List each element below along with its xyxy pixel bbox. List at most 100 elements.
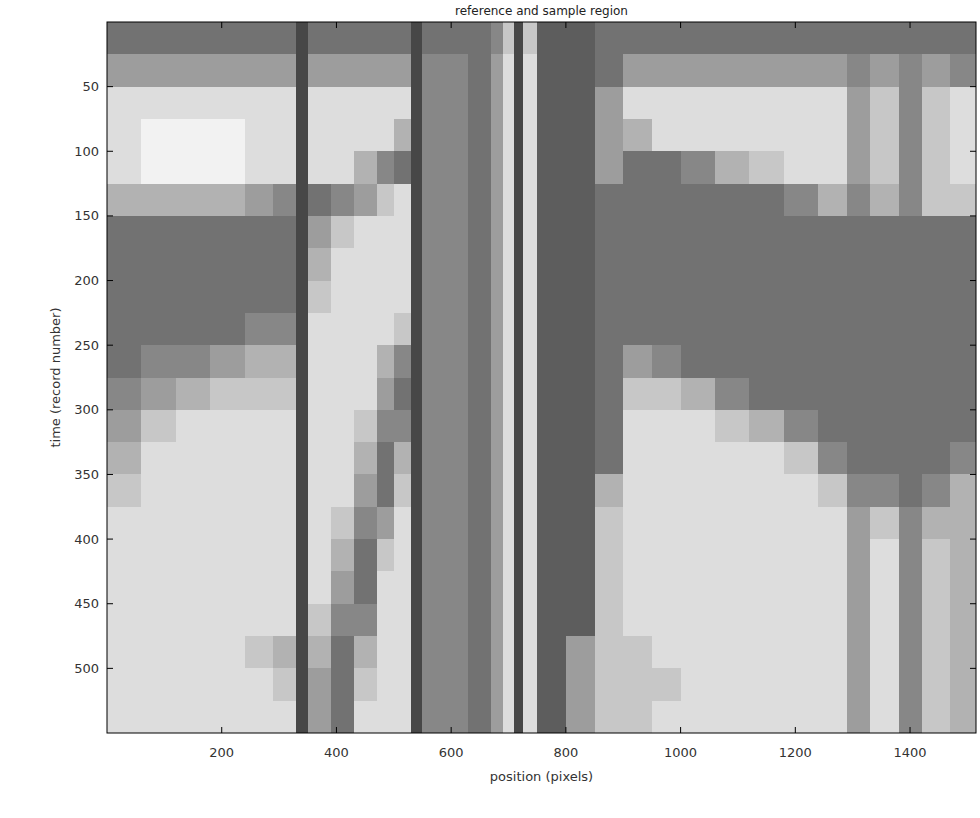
heat-cell <box>445 539 469 572</box>
heat-cell <box>210 54 245 87</box>
heat-cell <box>445 151 469 184</box>
heat-cell <box>595 313 624 346</box>
x-tick <box>221 727 222 733</box>
heat-cell <box>847 378 871 411</box>
x-tick-label: 400 <box>324 745 349 760</box>
heat-cell <box>847 313 871 346</box>
heat-cell <box>623 474 652 507</box>
heat-cell <box>523 636 538 669</box>
heat-cell <box>422 281 446 314</box>
heat-cell <box>354 636 378 669</box>
heat-cell <box>273 539 297 572</box>
heat-cell <box>377 507 395 540</box>
heat-cell <box>394 410 412 443</box>
y-tick-right <box>970 151 976 152</box>
heat-cell <box>818 604 847 637</box>
heat-cell <box>715 474 750 507</box>
heat-cell <box>468 313 492 346</box>
heat-cell <box>308 119 332 152</box>
heat-cell <box>107 636 142 669</box>
heat-cell <box>514 119 523 152</box>
heat-cell <box>331 216 355 249</box>
heat-cell <box>847 539 871 572</box>
heat-cell <box>537 539 566 572</box>
x-tick-label: 1000 <box>664 745 697 760</box>
heat-cell <box>503 507 515 540</box>
heat-cell <box>749 668 784 701</box>
y-tick-right <box>970 409 976 410</box>
heat-cell <box>818 507 847 540</box>
heat-cell <box>749 442 784 475</box>
heat-cell <box>273 701 297 733</box>
heat-cell <box>503 636 515 669</box>
heat-cell <box>715 442 750 475</box>
heat-cell <box>899 151 923 184</box>
y-tick-label: 200 <box>74 273 99 288</box>
heat-cell <box>331 281 355 314</box>
heat-cell <box>503 668 515 701</box>
heat-cell <box>273 507 297 540</box>
heat-cell <box>331 248 355 281</box>
heat-cell <box>784 474 819 507</box>
heat-cell <box>523 151 538 184</box>
heat-cell <box>870 281 899 314</box>
heat-cell <box>818 313 847 346</box>
heat-cell <box>595 54 624 87</box>
heat-cell <box>354 87 378 120</box>
heat-cell <box>566 571 595 604</box>
heat-cell <box>141 604 176 637</box>
heat-cell <box>784 410 819 443</box>
heat-cell <box>491 507 503 540</box>
heat-cell <box>537 507 566 540</box>
heat-cell <box>503 281 515 314</box>
heat-cell <box>870 184 899 217</box>
heat-cell <box>681 248 716 281</box>
heat-cell <box>422 345 446 378</box>
heat-cell <box>681 636 716 669</box>
heat-cell <box>468 442 492 475</box>
heat-cell <box>715 87 750 120</box>
heat-cell <box>394 281 412 314</box>
heat-cell <box>566 87 595 120</box>
heat-cell <box>354 313 378 346</box>
heat-cell <box>468 378 492 411</box>
heat-cell <box>749 345 784 378</box>
heat-cell <box>308 636 332 669</box>
heat-cell <box>818 22 847 55</box>
heat-cell <box>107 571 142 604</box>
heat-cell <box>245 378 274 411</box>
heat-cell <box>652 507 681 540</box>
heat-cell <box>377 119 395 152</box>
heat-cell <box>308 54 332 87</box>
heat-cell <box>922 313 951 346</box>
heat-cell <box>784 668 819 701</box>
heat-cell <box>899 54 923 87</box>
heat-cell <box>715 571 750 604</box>
heat-cell <box>847 410 871 443</box>
heat-cell <box>523 442 538 475</box>
heat-cell <box>715 539 750 572</box>
heat-cell <box>715 345 750 378</box>
heat-cell <box>468 636 492 669</box>
heat-cell <box>523 184 538 217</box>
heat-cell <box>749 378 784 411</box>
heat-cell <box>784 87 819 120</box>
heat-cell <box>141 474 176 507</box>
heat-cell <box>141 281 176 314</box>
x-tick <box>565 727 566 733</box>
heat-cell <box>445 216 469 249</box>
heat-cell <box>681 216 716 249</box>
heat-cell <box>245 216 274 249</box>
heat-cell <box>847 507 871 540</box>
heat-cell <box>652 184 681 217</box>
heat-cell <box>273 248 297 281</box>
heat-cell <box>514 54 523 87</box>
heat-cell <box>176 54 211 87</box>
heat-cell <box>595 345 624 378</box>
heat-cell <box>595 22 624 55</box>
heat-cell <box>354 119 378 152</box>
heat-cell <box>273 184 297 217</box>
heat-cell <box>331 410 355 443</box>
heat-cell <box>377 184 395 217</box>
heat-cell <box>394 571 412 604</box>
